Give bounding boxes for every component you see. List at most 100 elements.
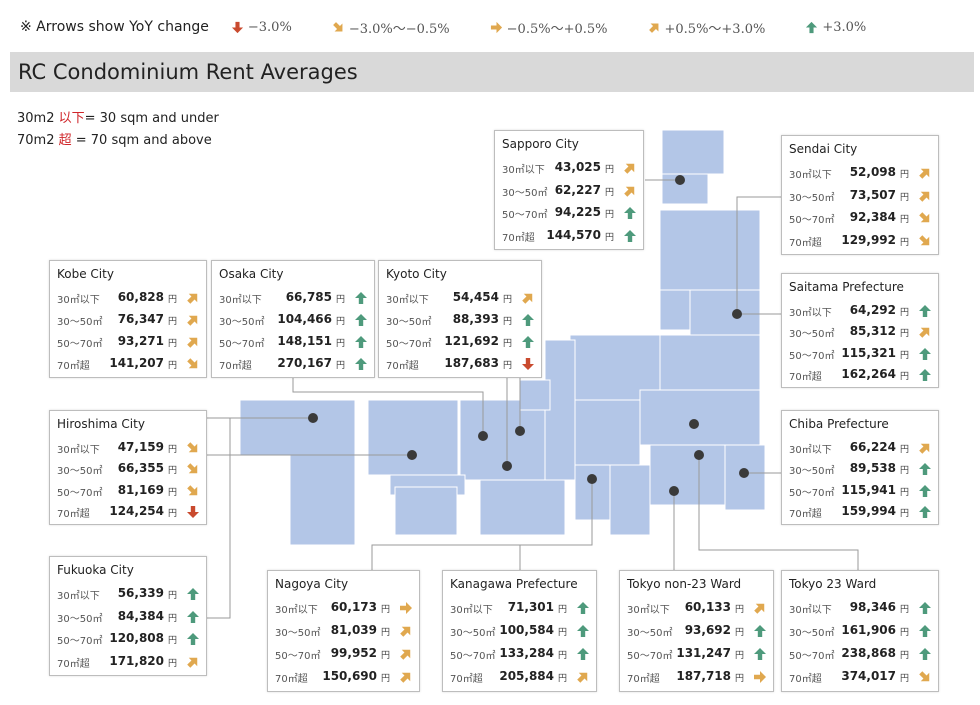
- map-region: [661, 173, 709, 205]
- rent-row: 30～50㎡ 89,538 円: [782, 458, 938, 480]
- title-bar: RC Condominium Rent Averages: [10, 52, 974, 92]
- arrow-up-right-icon: [919, 443, 930, 454]
- rent-row: 30㎡以下 66,224 円: [782, 437, 938, 459]
- rent-row: 50～70㎡ 115,941 円: [782, 480, 938, 502]
- city-name: Fukuoka City: [57, 563, 134, 577]
- size-label: 30～50㎡: [386, 317, 432, 328]
- arrow-up-right-icon: [919, 191, 930, 202]
- yen-unit: 円: [605, 187, 615, 198]
- map-region: [659, 289, 691, 331]
- arrow-up-right-icon: [648, 23, 658, 33]
- yen-unit: 円: [735, 628, 745, 638]
- rent-row: 50～70㎡ 133,284 円: [443, 643, 596, 665]
- rent-row: 70㎡超 159,994 円: [782, 501, 938, 523]
- size-label: 70㎡超: [627, 674, 660, 685]
- city-location-dot: [587, 474, 597, 484]
- size-label: 30㎡以下: [386, 295, 429, 306]
- arrow-up-icon: [187, 610, 199, 623]
- legend-item-up-right: +0.5%〜+3.0%: [648, 18, 765, 37]
- size-label: 30～50㎡: [275, 628, 321, 639]
- arrow-up-right-icon: [187, 337, 198, 348]
- size-label: 50～70㎡: [219, 339, 265, 350]
- yen-unit: 円: [900, 329, 910, 340]
- size-label: 50～70㎡: [57, 487, 103, 499]
- yen-unit: 円: [168, 466, 178, 477]
- rent-value: 52,098: [849, 165, 896, 179]
- city-card-sendai: Sendai City 30㎡以下 52,098 円 30～50㎡ 73,507 円 50～7…: [781, 135, 939, 255]
- rent-row: 30㎡以下 60,133 円: [620, 597, 773, 619]
- arrow-right-icon: [400, 602, 412, 614]
- connector-line: [736, 196, 781, 314]
- rent-value: 92,384: [849, 210, 896, 224]
- yen-unit: 円: [900, 192, 910, 203]
- arrow-up-icon: [919, 505, 931, 518]
- rent-value: 171,820: [109, 653, 164, 668]
- size-label: 50～70㎡: [275, 651, 321, 662]
- arrow-up-right-icon: [187, 315, 198, 326]
- rent-row: 50～70㎡ 115,321 円: [782, 343, 938, 365]
- city-name: Osaka City: [219, 267, 284, 281]
- city-location-dot: [502, 461, 512, 471]
- size-label: 30～50㎡: [789, 192, 835, 204]
- yen-unit: 円: [168, 487, 178, 498]
- yen-unit: 円: [900, 237, 910, 248]
- arrow-right-icon: [490, 21, 502, 33]
- size-label: 30～50㎡: [627, 628, 673, 639]
- rent-value: 93,271: [117, 334, 164, 348]
- arrow-up-right-icon: [624, 163, 635, 174]
- city-name: Kanagawa Prefecture: [450, 577, 578, 591]
- rent-row: 70㎡超 141,207 円: [50, 353, 206, 375]
- city-name: Kobe City: [57, 267, 114, 281]
- rent-row: 30～50㎡ 88,393 円: [379, 309, 541, 331]
- city-location-dot: [675, 175, 685, 185]
- size-label: 30㎡以下: [275, 605, 318, 616]
- yen-unit: 円: [735, 651, 745, 661]
- rent-value: 66,224: [849, 440, 896, 454]
- yen-unit: 円: [168, 508, 178, 519]
- legend-note: ※ Arrows show YoY change: [20, 19, 209, 35]
- rent-row: 30㎡以下 47,159 円: [50, 437, 206, 459]
- rent-value: 124,254: [109, 503, 164, 518]
- arrow-up-icon: [522, 314, 534, 326]
- size-label: 30～50㎡: [789, 466, 835, 478]
- rent-value: 43,025: [554, 160, 601, 174]
- rent-row: 50～70㎡ 93,271 円: [50, 331, 206, 353]
- yen-unit: 円: [503, 361, 513, 371]
- map-region: [659, 209, 761, 291]
- arrow-up-right-icon: [400, 649, 411, 660]
- legend: ※ Arrows show YoY change −3.0% −3.0%〜−0.5…: [20, 12, 906, 42]
- yen-unit: 円: [900, 487, 910, 498]
- size-label: 70㎡超: [789, 674, 822, 685]
- size-label: 30㎡以下: [219, 295, 262, 306]
- rent-value: 150,690: [322, 669, 377, 683]
- rent-row: 50～70㎡ 121,692 円: [379, 331, 541, 353]
- rent-row: 30～50㎡ 93,692 円: [620, 620, 773, 642]
- arrow-down-icon: [522, 358, 534, 370]
- rent-row: 30㎡以下 54,454 円: [379, 287, 541, 309]
- rent-value: 73,507: [849, 187, 896, 202]
- size-label: 50～70㎡: [789, 350, 835, 362]
- arrow-up-icon: [355, 314, 367, 326]
- city-location-dot: [308, 413, 318, 423]
- yen-unit: 円: [168, 295, 178, 305]
- rent-value: 56,339: [117, 586, 164, 600]
- yen-unit: 円: [735, 605, 745, 615]
- city-name: Sapporo City: [502, 137, 579, 151]
- rent-value: 54,454: [452, 290, 499, 304]
- arrow-right-icon: [754, 671, 766, 683]
- arrow-down-right-icon: [919, 234, 930, 245]
- yen-unit: 円: [381, 628, 391, 638]
- arrow-up-right-icon: [919, 328, 930, 339]
- rent-row: 50～70㎡ 92,384 円: [782, 207, 938, 229]
- yen-unit: 円: [336, 317, 346, 327]
- rent-row: 70㎡超 205,884 円: [443, 666, 596, 688]
- city-card-fukuoka: Fukuoka City 30㎡以下 56,339 円 30～50㎡ 84,384 円 50～…: [49, 556, 207, 676]
- arrow-up-icon: [754, 625, 766, 637]
- yen-unit: 円: [558, 674, 568, 684]
- city-name: Kyoto City: [386, 267, 447, 281]
- rent-row: 30㎡以下 64,292 円: [782, 300, 938, 322]
- definition-small: 30m2 以下= 30 sqm and under: [17, 111, 219, 126]
- size-label: 30㎡以下: [57, 445, 100, 456]
- rent-row: 30㎡以下 52,098 円: [782, 162, 938, 184]
